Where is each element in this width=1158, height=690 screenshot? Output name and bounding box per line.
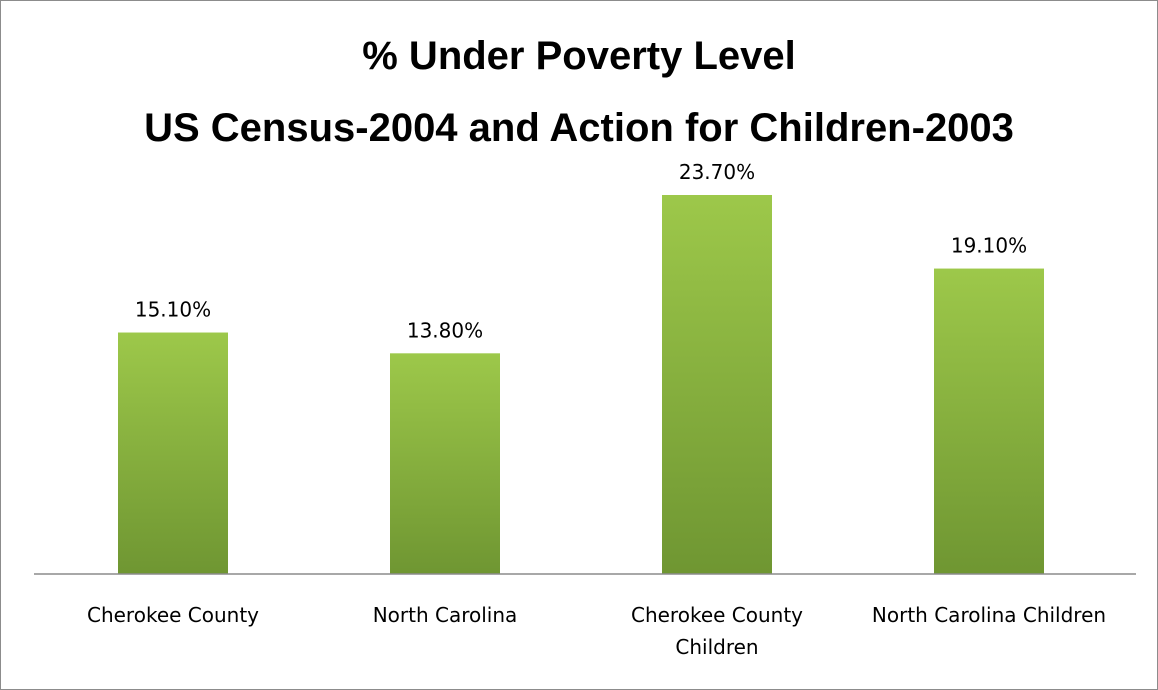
category-label-3: North Carolina Children	[872, 603, 1106, 627]
data-label-3: 19.10%	[951, 234, 1027, 258]
data-label-0: 15.10%	[135, 298, 211, 322]
data-label-2: 23.70%	[679, 160, 755, 184]
data-label-1: 13.80%	[407, 318, 483, 342]
category-label-line: North Carolina Children	[872, 603, 1106, 627]
chart-title: % Under Poverty Level	[362, 34, 796, 78]
labels-group: 15.10% Cherokee County 13.80% North Carolin…	[87, 160, 1106, 659]
category-label-line: Cherokee County	[631, 603, 803, 627]
bar-1	[390, 353, 500, 574]
bars-group	[118, 195, 1044, 574]
category-label-2: Cherokee County Children	[631, 603, 803, 659]
category-label-line: Cherokee County	[87, 603, 259, 627]
category-label-0: Cherokee County	[87, 603, 259, 627]
chart-subtitle: US Census-2004 and Action for Children-2…	[144, 106, 1014, 150]
category-label-line: North Carolina	[373, 603, 518, 627]
category-label-line: Children	[675, 635, 758, 659]
category-label-1: North Carolina	[373, 603, 518, 627]
bar-2	[662, 195, 772, 574]
bar-0	[118, 332, 228, 574]
bar-3	[934, 268, 1044, 574]
